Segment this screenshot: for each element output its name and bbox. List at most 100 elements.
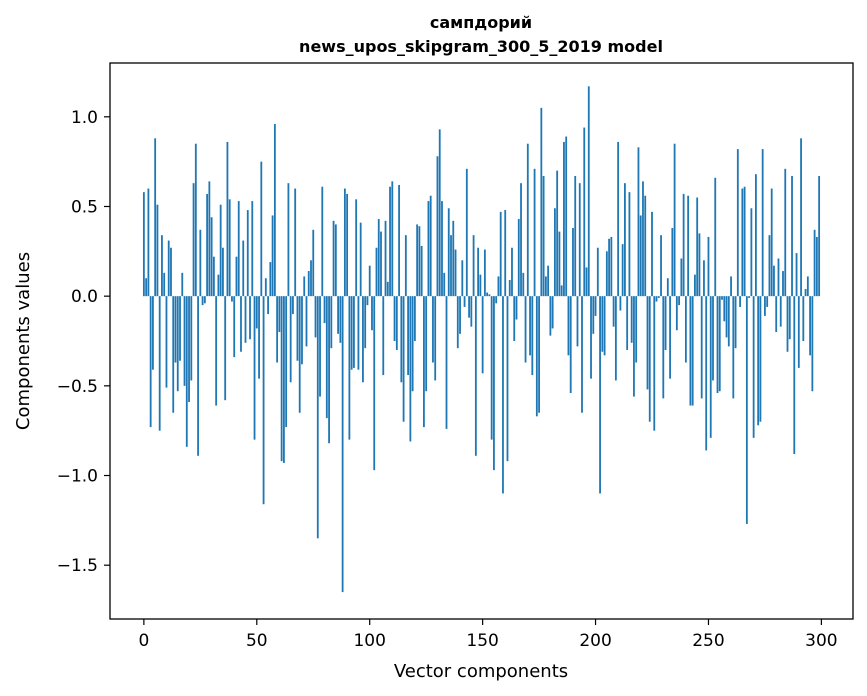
bar-component-112 (395, 296, 398, 350)
bar-component-45 (244, 296, 247, 343)
bar-component-107 (384, 220, 387, 297)
x-tick-label: 200 (579, 631, 611, 651)
bar-component-287 (791, 175, 793, 297)
bar-component-158 (499, 211, 502, 297)
bar-component-242 (689, 296, 692, 406)
bar-component-198 (590, 296, 592, 379)
bar-component-225 (651, 211, 653, 297)
bar-component-74 (310, 260, 312, 297)
bar-component-20 (188, 296, 190, 402)
bar-component-127 (429, 195, 432, 297)
bar-component-202 (599, 296, 601, 494)
bar-component-217 (633, 296, 635, 397)
bar-component-93 (353, 296, 355, 368)
bar-component-157 (497, 276, 500, 297)
bar-component-77 (316, 296, 319, 539)
bar-component-31 (212, 256, 215, 297)
bar-component-7 (158, 296, 161, 431)
bar-component-121 (416, 224, 419, 297)
bar-component-293 (804, 288, 807, 297)
bar-component-55 (267, 296, 269, 315)
bar-component-279 (773, 265, 775, 297)
bar-component-146 (472, 235, 475, 297)
bar-component-178 (544, 276, 547, 297)
bar-component-169 (524, 296, 527, 363)
bar-component-180 (549, 296, 552, 336)
bar-component-10 (165, 296, 168, 388)
bar-component-98 (364, 296, 367, 349)
bar-component-56 (269, 262, 272, 297)
bar-component-277 (768, 235, 771, 297)
bar-component-42 (237, 201, 240, 297)
bar-component-61 (280, 296, 283, 462)
bar-component-37 (226, 141, 229, 297)
bar-component-36 (224, 296, 227, 401)
bar-component-213 (624, 183, 626, 297)
y-tick-label: −1.5 (57, 556, 98, 576)
bar-component-184 (558, 231, 561, 297)
bar-component-240 (684, 296, 687, 363)
bar-component-221 (642, 181, 644, 297)
x-tick-label: 100 (353, 631, 385, 651)
bar-component-82 (328, 296, 330, 444)
bar-component-299 (818, 175, 821, 297)
bar-component-205 (605, 251, 608, 297)
bar-component-3 (149, 296, 152, 428)
bar-component-117 (407, 296, 410, 376)
bar-component-91 (348, 296, 351, 440)
bar-component-0 (142, 192, 145, 297)
bar-component-168 (522, 272, 525, 297)
bar-component-135 (447, 208, 450, 297)
bar-component-296 (811, 296, 814, 392)
y-tick-label: −1.0 (57, 467, 98, 487)
chart-title-line-1: сампдорий (430, 13, 532, 32)
bar-component-105 (380, 231, 382, 297)
bar-component-26 (201, 296, 204, 306)
bar-component-203 (601, 296, 604, 352)
bar-component-177 (542, 175, 545, 297)
bar-component-54 (264, 278, 267, 297)
bar-component-271 (754, 174, 757, 297)
bar-component-39 (231, 296, 233, 302)
bar-component-62 (282, 296, 285, 463)
bar-component-218 (635, 296, 638, 363)
bar-component-250 (707, 236, 710, 297)
bar-component-186 (563, 141, 565, 297)
bar-component-83 (330, 296, 333, 349)
bar-component-88 (341, 296, 344, 593)
bar-component-229 (660, 235, 662, 297)
bar-component-284 (784, 168, 787, 297)
bar-component-276 (766, 296, 769, 307)
bar-component-142 (463, 296, 466, 307)
bar-component-220 (639, 215, 642, 297)
bar-component-153 (488, 294, 491, 297)
bar-component-216 (630, 296, 633, 343)
bar-component-138 (454, 249, 457, 297)
bar-component-41 (235, 256, 238, 297)
x-tick-label: 300 (805, 631, 837, 651)
bar-component-6 (156, 204, 159, 297)
bar-component-232 (666, 278, 669, 297)
bar-component-60 (278, 296, 281, 333)
bar-component-145 (470, 296, 473, 327)
bar-component-280 (775, 296, 778, 333)
bar-component-124 (423, 296, 425, 428)
bar-component-212 (621, 244, 624, 297)
bar-component-249 (705, 296, 708, 451)
bar-component-219 (637, 147, 640, 297)
bar-component-149 (479, 274, 482, 297)
bar-component-84 (332, 220, 335, 297)
y-tick-label: −0.5 (57, 377, 98, 397)
bar-component-196 (585, 267, 588, 297)
bar-component-137 (452, 220, 455, 297)
bar-component-181 (551, 296, 554, 329)
bar-component-163 (511, 247, 513, 297)
bar-component-34 (219, 204, 222, 297)
bar-component-81 (325, 296, 328, 419)
bar-component-275 (764, 296, 766, 316)
bar-component-51 (258, 296, 260, 379)
bar-component-120 (413, 296, 416, 341)
bar-component-261 (732, 296, 735, 399)
x-tick-label: 50 (246, 631, 268, 651)
bar-component-173 (533, 168, 536, 297)
